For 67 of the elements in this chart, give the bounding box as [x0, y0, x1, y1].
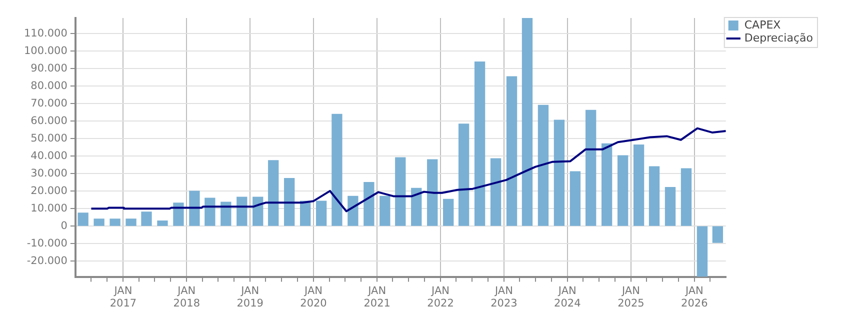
y-tick-label: 110.000: [24, 27, 68, 40]
bar: [204, 198, 216, 226]
bar: [506, 76, 518, 226]
x-tick-label: JAN 2026: [681, 284, 708, 310]
bar: [664, 186, 676, 226]
bar: [348, 196, 358, 226]
y-tick-label: 20.000: [30, 184, 68, 197]
x-tick-label: JAN 2021: [364, 284, 390, 310]
x-tick-label: JAN 2022: [427, 284, 454, 310]
bar: [126, 218, 136, 226]
bar: [680, 168, 692, 226]
x-tick-label: JAN 2023: [490, 284, 518, 310]
bar: [141, 212, 152, 226]
bar: [570, 171, 581, 226]
bar: [427, 159, 438, 226]
x-tick-label: JAN 2018: [173, 284, 200, 310]
bar: [284, 178, 295, 226]
bar: [268, 160, 279, 226]
bar: [443, 198, 454, 226]
bar: [332, 114, 342, 226]
bar: [300, 200, 311, 226]
x-tick-label: JAN 2025: [618, 284, 644, 310]
y-tick-label: 30.000: [30, 167, 68, 180]
x-tick-label: JAN 2017: [110, 284, 137, 310]
bar: [648, 166, 660, 226]
bar: [380, 196, 390, 226]
bar: [458, 124, 470, 226]
y-tick-label: 50.000: [30, 132, 68, 144]
y-tick-label: 60.000: [30, 114, 68, 127]
legend-label: CAPEX: [744, 18, 782, 32]
bar: [554, 120, 565, 226]
y-tick-label: 40.000: [30, 150, 68, 162]
bar: [395, 157, 406, 226]
y-tick-label: 80.000: [30, 80, 68, 92]
bar: [538, 104, 549, 226]
x-tick-label: JAN 2020: [300, 284, 327, 310]
y-tick-label: 100.000: [24, 44, 68, 57]
x-tick-label: JAN 2019: [236, 284, 264, 310]
bar: [617, 155, 628, 226]
bar: [602, 143, 612, 226]
bar: [173, 202, 184, 226]
bar: [316, 200, 327, 226]
legend-label: Depreciação: [744, 31, 814, 44]
bar: [236, 196, 248, 226]
y-tick-label: 90.000: [30, 62, 68, 74]
bar: [522, 18, 533, 226]
bar: [157, 220, 168, 226]
y-tick-label: 10.000: [30, 202, 68, 214]
bar: [474, 62, 486, 226]
bar: [712, 226, 724, 243]
y-tick-label: -10.000: [26, 237, 68, 250]
bar: [586, 110, 596, 226]
y-tick-label: -20.000: [26, 254, 68, 267]
bar: [252, 196, 264, 226]
bar: [364, 182, 374, 226]
bar: [411, 188, 422, 226]
bar: [490, 158, 502, 226]
bar: [189, 190, 200, 226]
bar: [696, 226, 708, 277]
bar: [220, 202, 232, 226]
bar: [110, 218, 120, 226]
y-tick-label: 0: [60, 220, 68, 232]
y-tick-label: 70.000: [30, 97, 68, 110]
bar: [94, 218, 104, 226]
x-tick-label: JAN 2024: [554, 284, 582, 310]
bar: [78, 212, 88, 226]
bar: [633, 144, 644, 226]
